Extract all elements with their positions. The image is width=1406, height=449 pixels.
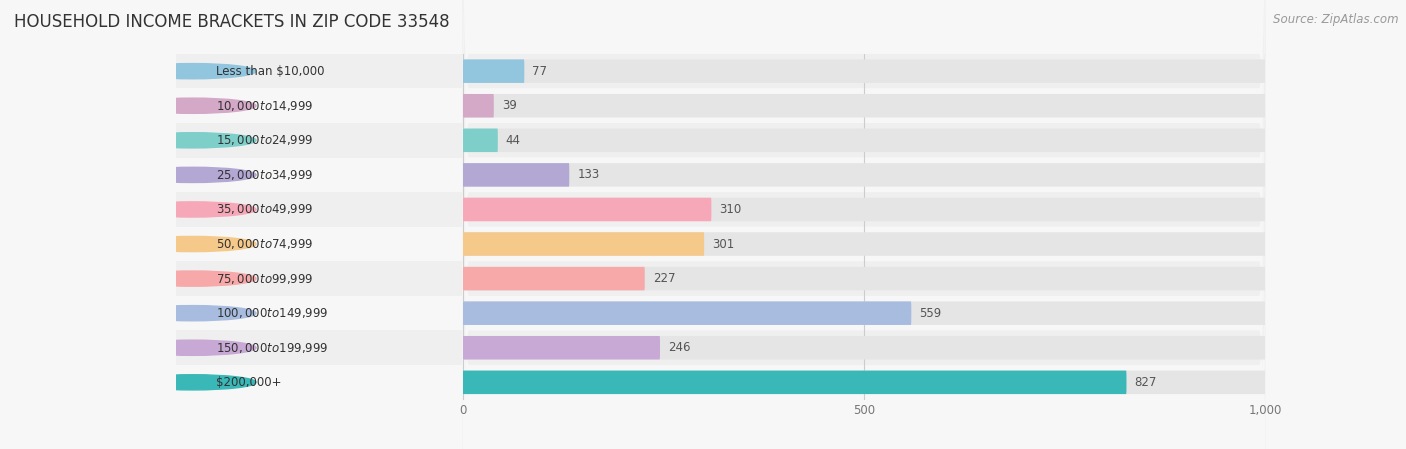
FancyBboxPatch shape xyxy=(463,94,1265,118)
Text: $15,000 to $24,999: $15,000 to $24,999 xyxy=(217,133,314,147)
Text: HOUSEHOLD INCOME BRACKETS IN ZIP CODE 33548: HOUSEHOLD INCOME BRACKETS IN ZIP CODE 33… xyxy=(14,13,450,31)
FancyBboxPatch shape xyxy=(176,54,463,88)
FancyBboxPatch shape xyxy=(463,301,1265,325)
FancyBboxPatch shape xyxy=(463,128,1265,152)
FancyBboxPatch shape xyxy=(463,59,524,83)
FancyBboxPatch shape xyxy=(463,0,1265,449)
FancyBboxPatch shape xyxy=(176,88,463,123)
Text: 77: 77 xyxy=(533,65,547,78)
Circle shape xyxy=(129,64,256,79)
FancyBboxPatch shape xyxy=(463,232,704,256)
FancyBboxPatch shape xyxy=(463,0,1265,330)
FancyBboxPatch shape xyxy=(463,123,1265,449)
Text: Source: ZipAtlas.com: Source: ZipAtlas.com xyxy=(1274,13,1399,26)
FancyBboxPatch shape xyxy=(463,128,498,152)
Circle shape xyxy=(129,271,256,286)
Text: 39: 39 xyxy=(502,99,517,112)
Circle shape xyxy=(129,340,256,355)
Text: 44: 44 xyxy=(506,134,520,147)
FancyBboxPatch shape xyxy=(176,123,463,158)
Text: 827: 827 xyxy=(1135,376,1157,389)
FancyBboxPatch shape xyxy=(463,0,1265,400)
Text: 310: 310 xyxy=(720,203,742,216)
FancyBboxPatch shape xyxy=(463,370,1265,394)
FancyBboxPatch shape xyxy=(463,163,1265,187)
Text: Less than $10,000: Less than $10,000 xyxy=(217,65,325,78)
FancyBboxPatch shape xyxy=(463,88,1265,449)
FancyBboxPatch shape xyxy=(463,232,1265,256)
FancyBboxPatch shape xyxy=(463,267,645,291)
Text: $50,000 to $74,999: $50,000 to $74,999 xyxy=(217,237,314,251)
FancyBboxPatch shape xyxy=(176,261,463,296)
Circle shape xyxy=(129,306,256,321)
Text: $75,000 to $99,999: $75,000 to $99,999 xyxy=(217,272,314,286)
FancyBboxPatch shape xyxy=(463,0,1265,449)
FancyBboxPatch shape xyxy=(176,227,463,261)
FancyBboxPatch shape xyxy=(463,19,1265,449)
Text: 133: 133 xyxy=(578,168,599,181)
Circle shape xyxy=(129,98,256,113)
Circle shape xyxy=(129,202,256,217)
FancyBboxPatch shape xyxy=(463,0,1265,365)
Text: $150,000 to $199,999: $150,000 to $199,999 xyxy=(217,341,329,355)
FancyBboxPatch shape xyxy=(463,94,494,118)
Circle shape xyxy=(129,133,256,148)
Text: $35,000 to $49,999: $35,000 to $49,999 xyxy=(217,202,314,216)
FancyBboxPatch shape xyxy=(463,198,711,221)
FancyBboxPatch shape xyxy=(463,54,1265,449)
FancyBboxPatch shape xyxy=(463,163,569,187)
Text: $10,000 to $14,999: $10,000 to $14,999 xyxy=(217,99,314,113)
FancyBboxPatch shape xyxy=(176,296,463,330)
FancyBboxPatch shape xyxy=(463,0,1265,434)
Text: 559: 559 xyxy=(920,307,942,320)
FancyBboxPatch shape xyxy=(463,267,1265,291)
FancyBboxPatch shape xyxy=(463,370,1126,394)
FancyBboxPatch shape xyxy=(463,336,659,360)
FancyBboxPatch shape xyxy=(463,59,1265,83)
FancyBboxPatch shape xyxy=(463,336,1265,360)
Text: $200,000+: $200,000+ xyxy=(217,376,281,389)
Text: 301: 301 xyxy=(713,238,734,251)
Circle shape xyxy=(129,237,256,251)
FancyBboxPatch shape xyxy=(463,301,911,325)
FancyBboxPatch shape xyxy=(176,365,463,400)
FancyBboxPatch shape xyxy=(463,198,1265,221)
FancyBboxPatch shape xyxy=(176,330,463,365)
FancyBboxPatch shape xyxy=(176,158,463,192)
Text: 227: 227 xyxy=(652,272,675,285)
Text: $25,000 to $34,999: $25,000 to $34,999 xyxy=(217,168,314,182)
Text: $100,000 to $149,999: $100,000 to $149,999 xyxy=(217,306,329,320)
Circle shape xyxy=(129,375,256,390)
Text: 246: 246 xyxy=(668,341,690,354)
FancyBboxPatch shape xyxy=(176,192,463,227)
Circle shape xyxy=(129,167,256,182)
